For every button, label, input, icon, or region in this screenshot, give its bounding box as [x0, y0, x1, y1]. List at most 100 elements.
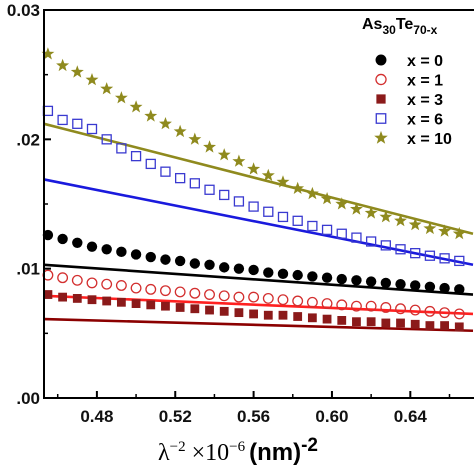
fit-line-2	[43, 317, 474, 333]
y-tick-label: .02	[16, 130, 40, 149]
point-series-2	[249, 309, 259, 319]
point-series-1	[262, 292, 274, 304]
point-series-2	[87, 295, 97, 305]
point-series-2	[219, 306, 229, 316]
point-series-0	[277, 268, 289, 280]
point-series-3	[72, 118, 83, 129]
point-series-4	[350, 202, 363, 215]
fit-lines	[43, 122, 474, 333]
point-series-4	[276, 175, 290, 188]
point-series-1	[57, 272, 69, 284]
point-series-0	[351, 275, 362, 286]
point-series-1	[248, 291, 260, 303]
point-series-3	[116, 143, 127, 154]
point-series-2	[307, 313, 317, 323]
data-points	[41, 47, 466, 332]
point-series-4	[335, 197, 349, 210]
point-series-0	[116, 246, 127, 258]
legend-marker	[376, 94, 386, 104]
legend-label: x = 1	[407, 73, 443, 90]
point-series-0	[233, 263, 245, 274]
point-series-1	[174, 286, 186, 298]
point-series-3	[233, 196, 245, 207]
point-series-0	[380, 277, 392, 289]
point-series-2	[146, 300, 156, 310]
x-axis: 0.48 0.52 0.56 0.60 0.64	[56, 391, 451, 426]
point-series-1	[101, 278, 113, 290]
point-series-1	[380, 302, 392, 313]
point-series-4	[85, 73, 99, 86]
fit-line-3	[43, 178, 474, 267]
legend-label: x = 0	[407, 53, 443, 70]
x-tick-label: 0.60	[315, 407, 348, 426]
point-series-1	[115, 280, 127, 291]
fit-line-4	[43, 122, 474, 236]
point-series-4	[114, 91, 128, 104]
point-series-1	[189, 287, 201, 299]
point-series-0	[145, 251, 156, 263]
point-series-1	[409, 304, 421, 316]
point-series-0	[439, 282, 450, 294]
point-series-0	[292, 269, 303, 281]
point-series-2	[381, 318, 391, 328]
point-series-4	[173, 124, 187, 138]
point-series-3	[365, 236, 377, 247]
point-series-1	[424, 305, 436, 317]
point-series-3	[219, 189, 230, 201]
point-series-3	[160, 166, 171, 177]
legend-marker	[375, 113, 387, 124]
point-series-0	[174, 255, 186, 267]
point-series-1	[204, 289, 215, 300]
point-series-2	[116, 297, 126, 307]
point-series-2	[131, 299, 141, 308]
point-series-3	[86, 123, 98, 135]
point-series-0	[336, 273, 347, 285]
point-series-1	[350, 300, 362, 312]
legend-label: x = 6	[407, 112, 443, 129]
y-tick-label: .01	[16, 260, 40, 279]
point-series-4	[41, 47, 55, 60]
x-tick-label: 0.52	[159, 407, 192, 426]
point-series-1	[71, 274, 83, 286]
point-series-2	[366, 317, 376, 327]
point-series-4	[217, 148, 231, 161]
point-series-3	[439, 253, 450, 264]
point-series-1	[292, 295, 304, 307]
point-series-0	[86, 241, 98, 252]
point-series-0	[248, 264, 259, 276]
point-series-0	[424, 281, 436, 292]
point-series-4	[394, 214, 407, 227]
point-series-0	[454, 284, 465, 295]
point-series-2	[440, 321, 449, 330]
legend-items: x = 0 x = 1 x = 3 x = 6 x = 10	[374, 53, 452, 148]
fit-line-1	[43, 294, 474, 316]
point-series-4	[100, 82, 114, 95]
legend-title: As30Te70-x	[362, 16, 438, 37]
point-series-2	[58, 292, 68, 302]
point-series-0	[263, 267, 274, 278]
point-series-4	[320, 192, 334, 205]
point-series-1	[453, 308, 465, 320]
fit-line-0	[43, 263, 474, 296]
point-series-0	[219, 262, 230, 273]
point-series-3	[101, 134, 112, 145]
point-series-2	[43, 290, 53, 299]
point-series-3	[277, 211, 289, 223]
point-series-0	[72, 237, 83, 248]
point-series-3	[204, 184, 215, 195]
point-series-1	[233, 291, 245, 303]
point-series-3	[174, 172, 186, 184]
point-series-3	[321, 224, 333, 236]
point-series-3	[130, 150, 142, 162]
point-series-0	[395, 278, 406, 290]
point-series-2	[352, 317, 361, 327]
point-series-4	[188, 132, 202, 145]
x-tick-label: 0.64	[394, 407, 428, 426]
point-series-4	[305, 186, 319, 200]
x-tick-label: 0.48	[80, 407, 113, 426]
point-series-1	[86, 277, 98, 289]
point-series-3	[292, 215, 303, 226]
point-series-0	[365, 276, 377, 287]
point-series-4	[144, 109, 158, 122]
